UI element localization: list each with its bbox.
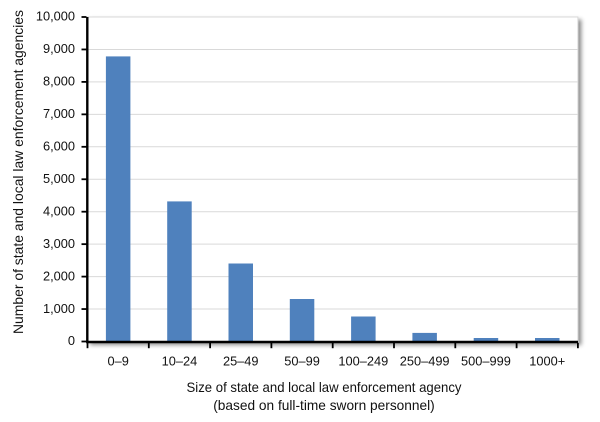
svg-text:10–24: 10–24	[162, 353, 198, 368]
svg-text:50–99: 50–99	[284, 353, 320, 368]
svg-text:500–999: 500–999	[461, 353, 511, 368]
svg-text:6,000: 6,000	[43, 139, 75, 154]
svg-text:0: 0	[68, 333, 75, 348]
svg-text:4,000: 4,000	[43, 203, 75, 218]
svg-text:7,000: 7,000	[43, 106, 75, 121]
svg-text:Number of state and local law: Number of state and local law enforcemen…	[11, 10, 26, 334]
svg-text:0–9: 0–9	[107, 353, 128, 368]
svg-text:3,000: 3,000	[43, 236, 75, 251]
svg-text:Size of state and local law en: Size of state and local law enforcement …	[187, 380, 462, 395]
svg-text:5,000: 5,000	[43, 171, 75, 186]
svg-text:9,000: 9,000	[43, 41, 75, 56]
svg-text:8,000: 8,000	[43, 74, 75, 89]
svg-text:250–499: 250–499	[400, 353, 450, 368]
svg-text:(based on full-time sworn pers: (based on full-time sworn personnel)	[213, 398, 435, 413]
svg-text:100–249: 100–249	[338, 353, 388, 368]
svg-text:25–49: 25–49	[223, 353, 259, 368]
svg-text:1000+: 1000+	[529, 353, 565, 368]
svg-text:1,000: 1,000	[43, 301, 75, 316]
svg-text:10,000: 10,000	[36, 9, 75, 24]
svg-text:2,000: 2,000	[43, 268, 75, 283]
